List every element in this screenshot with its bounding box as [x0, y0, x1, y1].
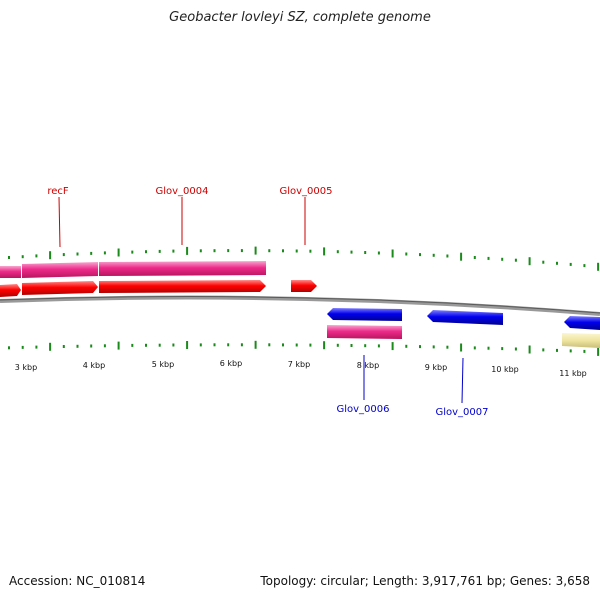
- cds-feature-glov-0004[interactable]: [99, 280, 266, 293]
- accession-label: Accession: NC_010814: [9, 574, 146, 588]
- gene-label-glov-0007[interactable]: Glov_0007: [435, 407, 488, 418]
- cds-feature-glov-0007[interactable]: [427, 310, 503, 325]
- ruler-label-9kbp: 9 kbp: [425, 363, 447, 372]
- gene-label-glov-0004[interactable]: Glov_0004: [155, 186, 208, 197]
- cds-feature-reverse-right[interactable]: [564, 316, 600, 330]
- gene-feature-forward-1[interactable]: [0, 266, 21, 278]
- cds-feature-glov-0005[interactable]: [291, 280, 317, 292]
- map-title: Geobacter lovleyi SZ, complete genome: [169, 10, 431, 25]
- ruler-label-3kbp: 3 kbp: [15, 363, 37, 372]
- genome-backbone-highlight: [0, 296, 600, 314]
- gene-label-glov-0006[interactable]: Glov_0006: [336, 404, 389, 415]
- cds-feature-recF[interactable]: [22, 281, 98, 295]
- gene-label-recF[interactable]: recF: [47, 186, 69, 197]
- cds-feature-forward-1[interactable]: [0, 284, 21, 297]
- ruler-label-7kbp: 7 kbp: [288, 360, 310, 369]
- ruler-label-10kbp: 10 kbp: [491, 365, 519, 374]
- gene-feature-glov-0006[interactable]: [327, 325, 402, 339]
- gene-label-glov-0005[interactable]: Glov_0005: [279, 186, 332, 197]
- recF-leader-line: [58, 196, 61, 248]
- ruler-label-6kbp: 6 kbp: [220, 359, 242, 368]
- gene-feature-glov-0004[interactable]: [99, 261, 266, 276]
- glov-0007-leader-line: [461, 357, 464, 404]
- ruler-label-5kbp: 5 kbp: [152, 360, 174, 369]
- outer-tick-row: [8, 246, 600, 271]
- ruler-label-8kbp: 8 kbp: [357, 361, 379, 370]
- genome-summary: Topology: circular; Length: 3,917,761 bp…: [260, 574, 590, 588]
- ruler-label-11kbp: 11 kbp: [559, 369, 587, 378]
- inner-tick-row: [8, 340, 600, 356]
- genome-backbone: [0, 295, 600, 316]
- gene-feature-recF[interactable]: [22, 262, 98, 278]
- other-feature-right[interactable]: [562, 333, 600, 348]
- ruler-label-4kbp: 4 kbp: [83, 361, 105, 370]
- cds-feature-glov-0006[interactable]: [327, 308, 402, 321]
